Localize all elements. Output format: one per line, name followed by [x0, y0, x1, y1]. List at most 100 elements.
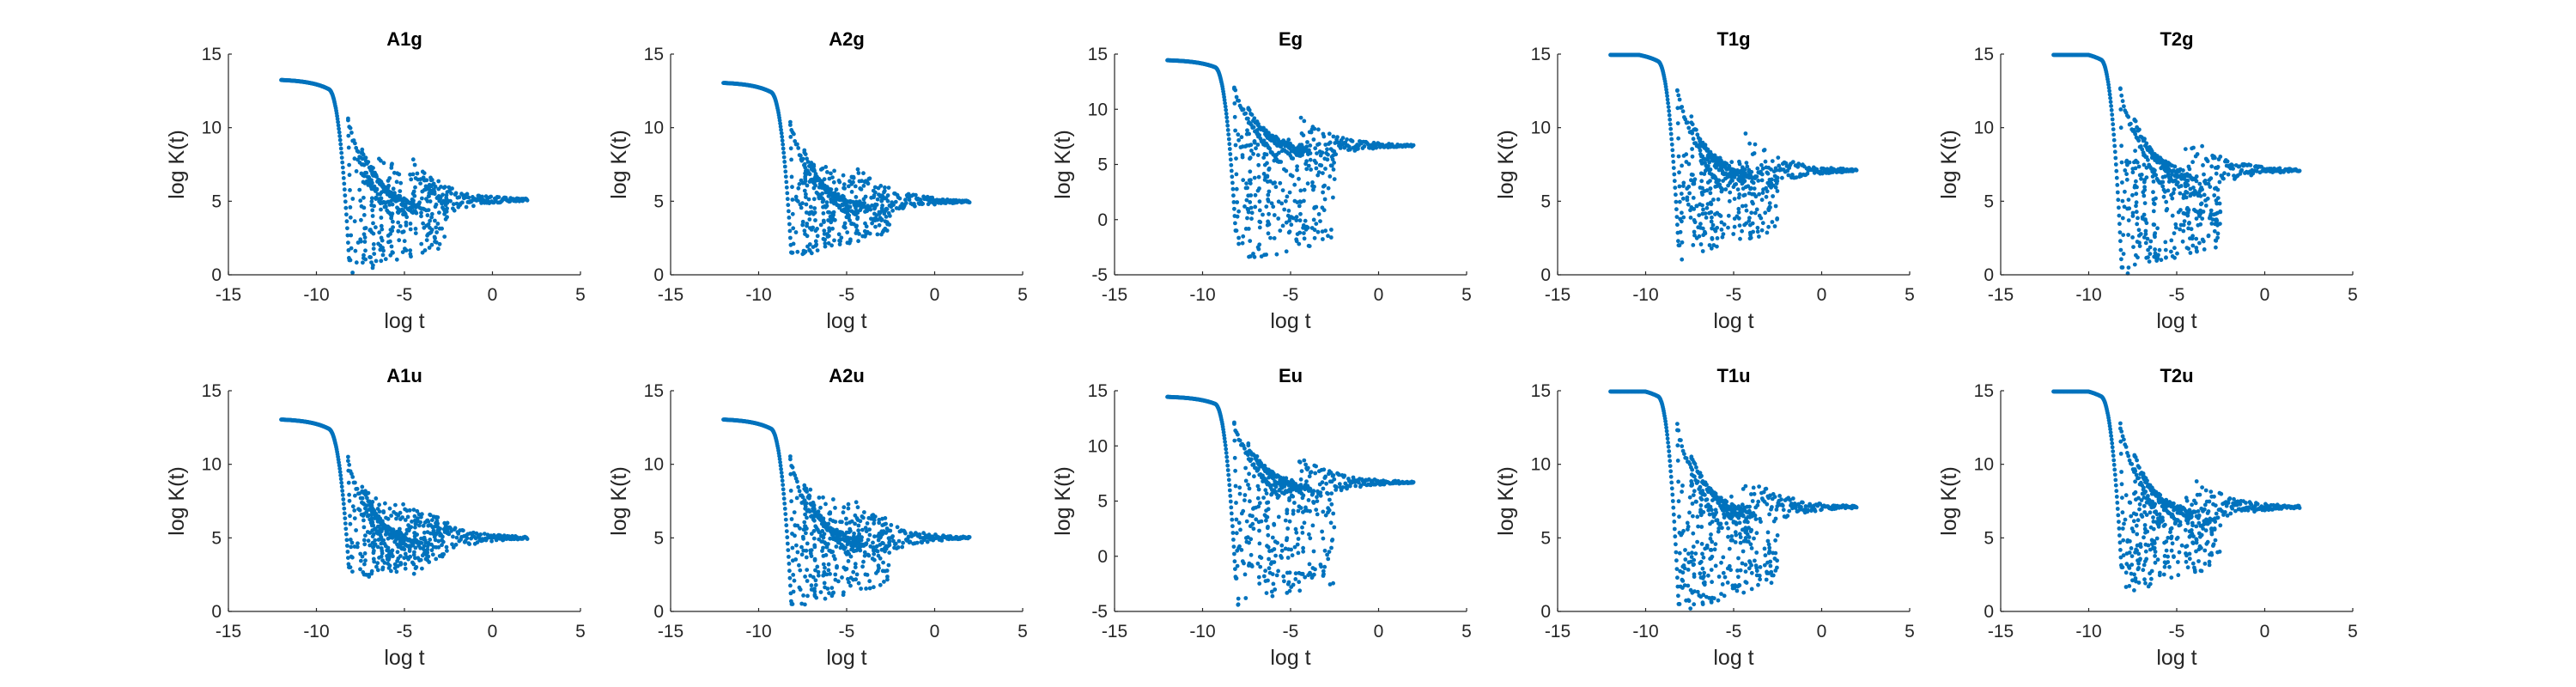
data-point — [801, 548, 806, 553]
x-tick-label: -5 — [397, 622, 413, 641]
data-point — [879, 232, 884, 237]
data-point — [1252, 140, 1257, 145]
data-point — [434, 230, 439, 234]
data-point — [2109, 107, 2114, 112]
series-t2g — [2051, 52, 2302, 276]
data-point — [2119, 160, 2124, 165]
data-point — [406, 207, 411, 211]
data-point — [1666, 100, 1670, 106]
data-point — [860, 234, 866, 239]
data-point — [2126, 233, 2131, 237]
data-point — [837, 242, 842, 246]
data-point — [844, 530, 849, 535]
data-point — [395, 550, 400, 555]
data-point — [1719, 220, 1724, 225]
data-point — [1284, 198, 1288, 204]
data-point — [1268, 150, 1273, 155]
data-point — [1267, 189, 1272, 194]
chart-title: T2g — [2160, 28, 2193, 50]
data-point — [1274, 252, 1279, 257]
data-point — [1703, 143, 1708, 148]
data-point — [335, 117, 340, 121]
data-point — [358, 237, 363, 242]
data-point — [1686, 202, 1691, 207]
x-tick-label: 0 — [488, 622, 498, 641]
data-point — [847, 580, 851, 585]
data-point — [783, 517, 788, 522]
data-point — [1262, 178, 1267, 182]
data-point — [366, 183, 371, 187]
data-point — [1698, 242, 1704, 246]
data-point — [824, 544, 829, 550]
data-point — [375, 524, 380, 529]
data-point — [821, 562, 826, 567]
data-point — [2135, 185, 2139, 190]
y-tick-label: 15 — [644, 45, 664, 64]
data-point — [359, 512, 364, 517]
data-point — [433, 218, 437, 223]
data-point — [812, 593, 817, 599]
data-point — [1366, 143, 1370, 147]
data-point — [403, 211, 408, 216]
data-point — [1241, 178, 1246, 183]
data-point — [2120, 180, 2124, 185]
data-point — [1677, 97, 1682, 102]
data-point — [362, 235, 368, 240]
data-point — [2205, 196, 2210, 201]
data-point — [1246, 116, 1250, 121]
data-point — [1314, 222, 1319, 226]
x-tick-label: -15 — [1988, 285, 2014, 305]
data-point — [830, 226, 835, 231]
data-point — [878, 582, 883, 587]
data-point — [2189, 175, 2194, 180]
data-point — [2149, 155, 2154, 161]
data-point — [2151, 209, 2156, 214]
data-point — [348, 215, 353, 220]
data-point — [367, 176, 372, 180]
data-point — [1719, 228, 1724, 232]
data-point — [447, 185, 452, 190]
data-point — [419, 214, 423, 219]
data-point — [1255, 128, 1260, 133]
data-point — [1321, 190, 1325, 195]
data-point — [2153, 231, 2158, 235]
data-point — [1736, 206, 1741, 211]
data-point — [428, 523, 433, 527]
data-point — [2178, 208, 2183, 212]
data-point — [2159, 258, 2164, 263]
data-point — [856, 171, 861, 175]
data-point — [884, 207, 890, 212]
data-point — [1249, 143, 1254, 148]
data-point — [787, 568, 792, 574]
data-point — [2111, 122, 2116, 127]
data-point — [2225, 159, 2230, 164]
data-point — [1253, 204, 1258, 210]
data-point — [2113, 155, 2118, 161]
data-point — [837, 179, 842, 185]
data-point — [1747, 222, 1753, 228]
data-point — [781, 142, 786, 147]
data-point — [1228, 157, 1233, 162]
data-point — [1715, 225, 1720, 230]
data-point — [1239, 135, 1244, 140]
data-point — [1752, 151, 1757, 155]
data-point — [794, 198, 799, 203]
data-point — [1665, 97, 1670, 102]
data-point — [1667, 108, 1672, 113]
data-point — [1248, 200, 1253, 204]
data-point — [846, 208, 851, 213]
data-point — [1234, 172, 1239, 177]
data-point — [1222, 98, 1227, 102]
data-point — [404, 220, 409, 225]
data-point — [363, 489, 368, 494]
data-point — [371, 221, 375, 226]
data-point — [806, 493, 811, 498]
data-point — [2132, 262, 2137, 267]
data-point — [421, 221, 425, 226]
data-point — [1226, 132, 1231, 137]
data-point — [2191, 185, 2196, 190]
data-point — [1710, 235, 1715, 240]
data-point — [2202, 179, 2208, 183]
data-point — [848, 179, 852, 184]
data-point — [1795, 164, 1801, 169]
